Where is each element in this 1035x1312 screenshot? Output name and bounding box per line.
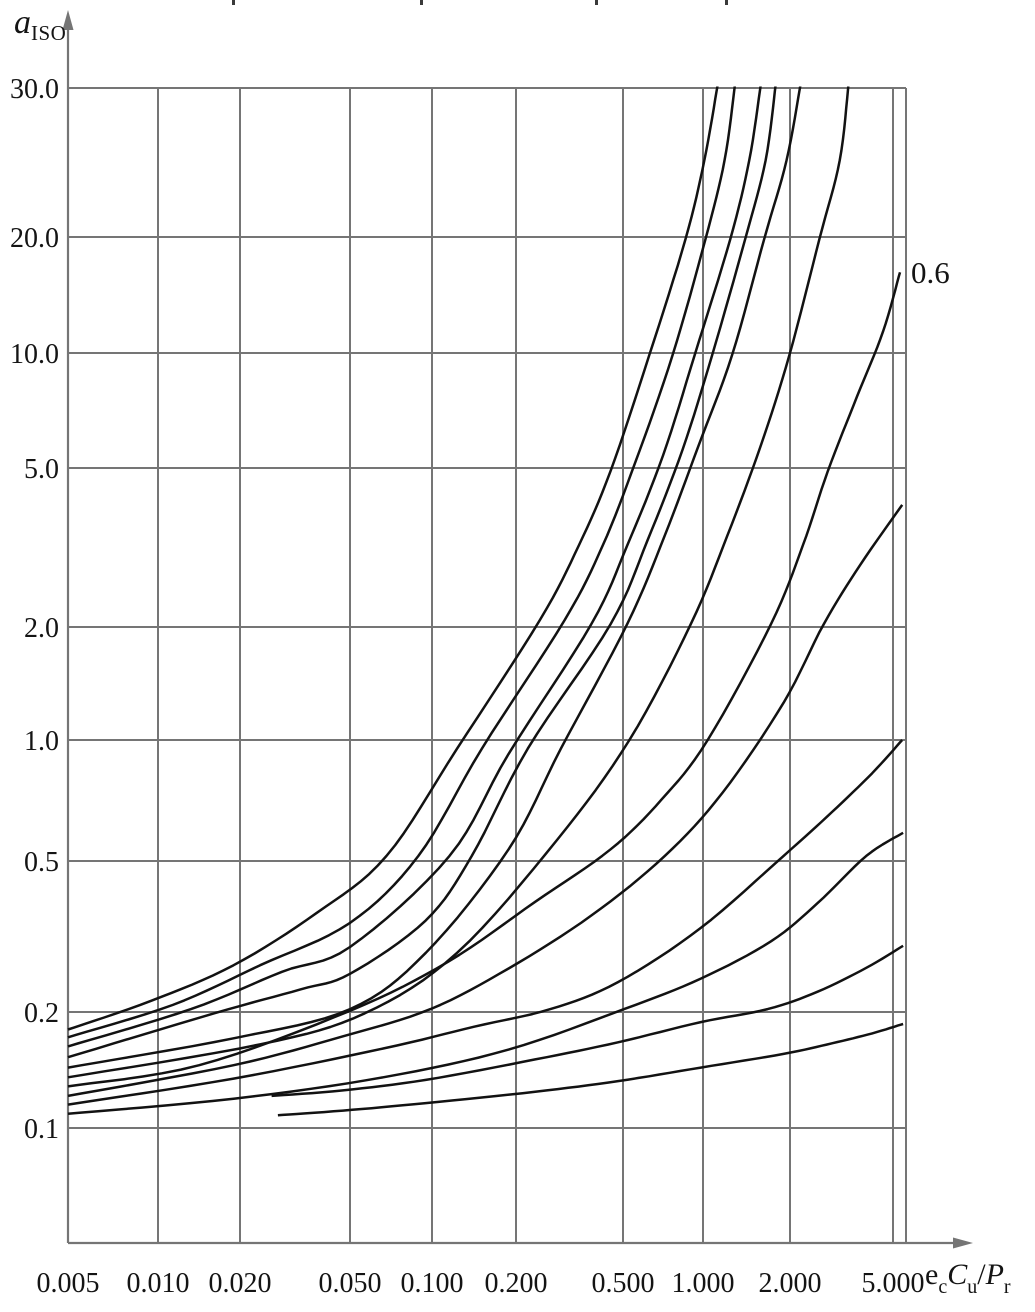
curve-2 [67,86,736,1039]
curve-1 [67,86,719,1031]
clipped-top-mark [232,0,235,5]
y-axis-label: aISO [14,4,66,46]
y-tick-label: 0.1 [24,1114,59,1145]
curve-5 [67,86,802,1069]
curve-6 [67,86,850,1079]
tick-labels: 0.005 0.010 0.020 0.050 0.100 0.200 0.500 1.000… [10,74,925,1299]
curve-3 [67,86,762,1048]
curve-11 [271,944,904,1098]
curve-9 [67,739,904,1106]
y-tick-label: 20.0 [10,223,59,254]
clipped-top-mark [725,0,728,5]
x-axis-label: ecCu/Pr [925,1258,1011,1299]
x-axis-label-P-sub: r [1003,1276,1011,1298]
curve-10 [67,831,904,1115]
y-tick-label: 30.0 [10,74,59,105]
curve-7-labeled-0.6 [67,271,902,1088]
y-tick-label: 0.5 [24,847,59,878]
x-axis-label-e: e [925,1258,939,1291]
y-tick-label: 5.0 [24,454,59,485]
clipped-top-mark [595,0,598,5]
axes [66,28,959,1245]
plot-grid [67,87,907,1243]
x-tick-label: 0.020 [209,1268,272,1299]
x-tick-label: 0.100 [401,1268,464,1299]
x-axis-label-C: C [947,1258,968,1291]
y-tick-label: 0.2 [24,998,59,1029]
x-tick-label: 0.050 [319,1268,382,1299]
x-axis-label-slash: / [977,1258,986,1291]
x-axis-label-P: P [985,1258,1004,1291]
curve-family [67,86,904,1117]
clipped-top-mark [420,0,423,5]
x-axis-arrow-icon [953,1237,973,1249]
x-tick-label: 2.000 [759,1268,822,1299]
x-axis-label-C-sub: u [967,1276,978,1298]
y-tick-label: 2.0 [24,613,59,644]
x-tick-label: 0.010 [127,1268,190,1299]
y-axis-arrow-icon [62,10,74,30]
x-tick-label: 0.500 [592,1268,655,1299]
curve-12 [277,1022,904,1117]
x-tick-label: 1.000 [672,1268,735,1299]
x-axis-label-e-sub: c [938,1276,948,1298]
curve-4 [67,86,777,1059]
y-tick-label: 1.0 [24,726,59,757]
x-tick-label: 0.200 [485,1268,548,1299]
y-axis-label-variable: a [14,4,31,41]
y-tick-label: 10.0 [10,339,59,370]
x-tick-label: 5.000 [862,1268,925,1299]
curve-8 [67,504,904,1098]
y-axis-label-subscript: ISO [31,21,67,45]
curve-value-label: 0.6 [911,255,950,290]
x-tick-label: 0.005 [37,1268,100,1299]
